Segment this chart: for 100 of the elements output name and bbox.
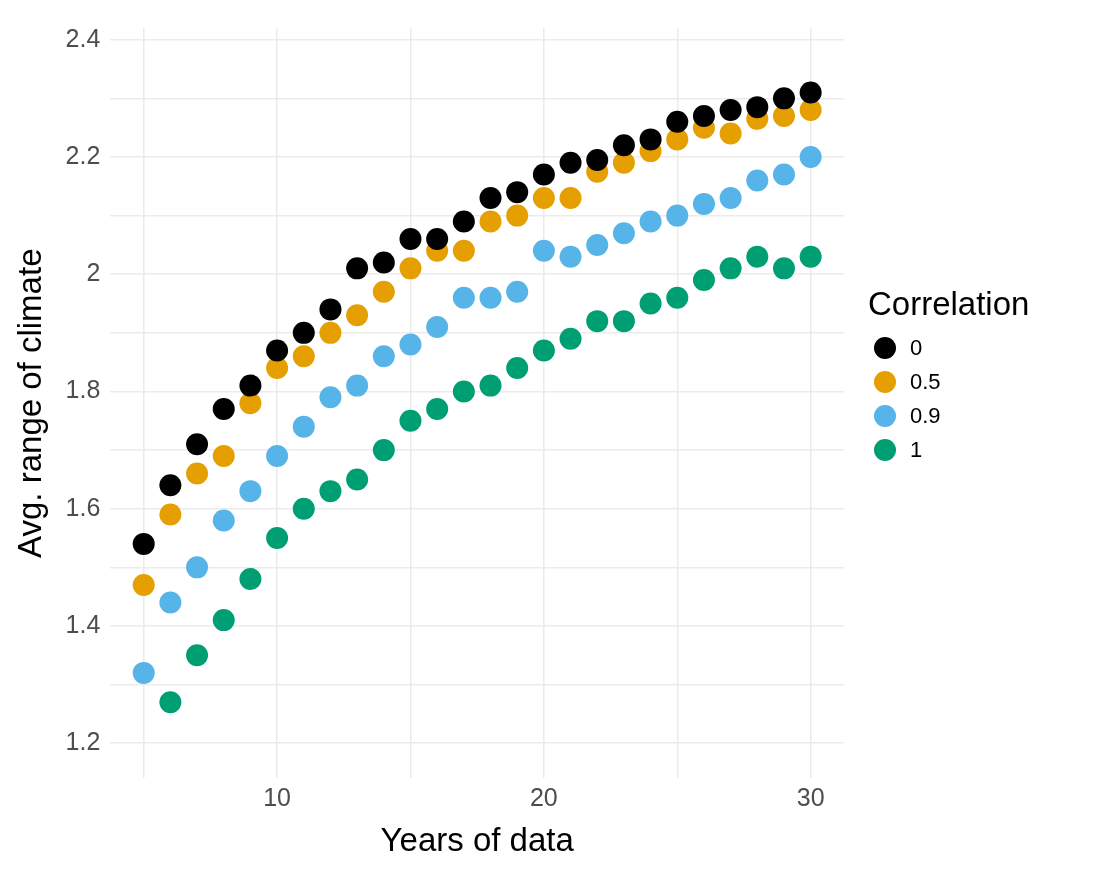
point (746, 96, 769, 119)
point (532, 187, 555, 210)
point (799, 81, 822, 104)
point (479, 210, 502, 233)
y-tick-label: 1.4 (65, 609, 101, 638)
point (212, 609, 235, 632)
point (532, 163, 555, 186)
point (559, 151, 582, 174)
legend-title: Correlation (868, 285, 1030, 323)
point (639, 210, 662, 233)
point (239, 374, 262, 397)
point (319, 480, 342, 503)
point (346, 374, 369, 397)
point (772, 163, 795, 186)
point (159, 503, 182, 526)
point (319, 386, 342, 409)
point (426, 228, 449, 251)
point (479, 374, 502, 397)
point (292, 497, 315, 520)
x-tick-label: 20 (529, 783, 558, 812)
point (239, 568, 262, 591)
x-tick-label: 30 (796, 783, 825, 812)
point (586, 148, 609, 171)
point (132, 532, 155, 555)
point (452, 286, 475, 309)
point (399, 228, 422, 251)
x-axis-title: Years of data (380, 821, 575, 859)
point (479, 187, 502, 210)
point (266, 339, 289, 362)
point (612, 151, 635, 174)
point (612, 134, 635, 157)
point (666, 110, 689, 133)
point (746, 245, 769, 268)
point (719, 187, 742, 210)
legend-label: 0.5 (910, 369, 941, 395)
point (292, 321, 315, 344)
point (692, 192, 715, 215)
point (132, 573, 155, 596)
point (159, 474, 182, 497)
point (266, 527, 289, 550)
point (506, 280, 529, 303)
point (399, 409, 422, 432)
legend-label: 1 (910, 437, 923, 463)
point (772, 87, 795, 110)
point (612, 222, 635, 245)
point (346, 304, 369, 327)
point (292, 415, 315, 438)
point (266, 444, 289, 467)
y-tick-label: 1.8 (65, 375, 101, 404)
point (346, 468, 369, 491)
point (586, 233, 609, 256)
point (452, 239, 475, 262)
point (719, 122, 742, 145)
point (132, 661, 155, 684)
point (532, 339, 555, 362)
point (159, 591, 182, 614)
point (319, 298, 342, 321)
point (186, 462, 209, 485)
point (799, 145, 822, 168)
point (212, 398, 235, 421)
point (399, 257, 422, 280)
point (719, 257, 742, 280)
point (346, 257, 369, 280)
point (612, 310, 635, 333)
point (239, 480, 262, 503)
point (666, 204, 689, 227)
point (799, 245, 822, 268)
point (772, 257, 795, 280)
point (506, 204, 529, 227)
point (372, 345, 395, 368)
legend-label: 0.9 (910, 403, 941, 429)
point (479, 286, 502, 309)
point (506, 181, 529, 204)
point (159, 691, 182, 714)
point (399, 333, 422, 356)
point (292, 345, 315, 368)
point (719, 99, 742, 122)
point (212, 444, 235, 467)
point (426, 398, 449, 421)
point (772, 104, 795, 127)
point (532, 239, 555, 262)
point (186, 556, 209, 579)
point (692, 104, 715, 127)
y-tick-label: 2.4 (65, 23, 101, 52)
point (692, 269, 715, 292)
point (372, 280, 395, 303)
point (186, 433, 209, 456)
point (506, 357, 529, 380)
point (559, 187, 582, 210)
point (639, 292, 662, 315)
point (372, 439, 395, 462)
y-tick-label: 1.2 (65, 727, 101, 756)
legend-label: 0 (910, 335, 923, 361)
y-tick-label: 2.2 (65, 140, 101, 169)
point (452, 380, 475, 403)
y-tick-label: 1.6 (65, 492, 101, 521)
point (372, 251, 395, 274)
point (666, 286, 689, 309)
point (559, 327, 582, 350)
y-axis-title: Avg. range of climate (10, 248, 48, 558)
